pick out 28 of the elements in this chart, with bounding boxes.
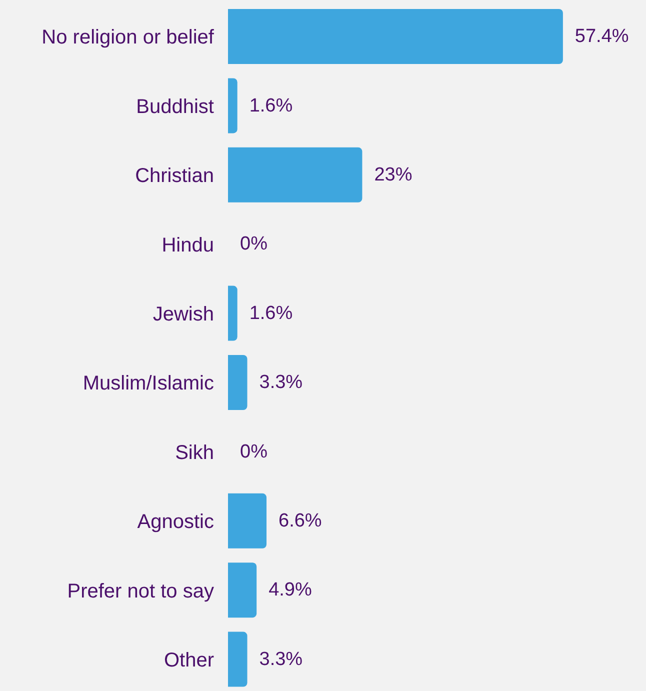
data-label: 1.6% — [249, 302, 293, 324]
y-tick-label: Hindu — [162, 234, 214, 256]
data-label: 3.3% — [259, 372, 303, 394]
bar — [228, 632, 248, 687]
y-tick-label: Christian — [135, 165, 214, 188]
data-label: 57.4% — [574, 26, 629, 48]
data-label: 0% — [240, 234, 268, 255]
y-tick-label: Agnostic — [137, 511, 214, 534]
y-tick-label: Buddhist — [136, 96, 214, 118]
data-label: 23% — [374, 164, 412, 186]
data-label: 1.6% — [249, 95, 293, 116]
y-tick-label: Other — [164, 650, 214, 672]
y-tick-label: Jewish — [152, 304, 214, 326]
y-tick-label: Prefer not to say — [67, 580, 214, 602]
data-label: 3.3% — [259, 648, 303, 670]
bar — [228, 286, 238, 341]
data-label: 0% — [240, 441, 268, 462]
bar — [228, 9, 563, 64]
bar — [228, 493, 267, 548]
bar — [228, 78, 238, 134]
y-tick-label: No religion or belief — [42, 26, 214, 49]
data-label: 4.9% — [268, 580, 312, 601]
bar — [228, 355, 248, 410]
bar — [228, 147, 362, 202]
y-tick-label: Sikh — [175, 442, 214, 464]
y-tick-label: Muslim/Islamic — [82, 372, 214, 395]
bar — [228, 562, 257, 618]
data-label: 6.6% — [278, 510, 322, 532]
